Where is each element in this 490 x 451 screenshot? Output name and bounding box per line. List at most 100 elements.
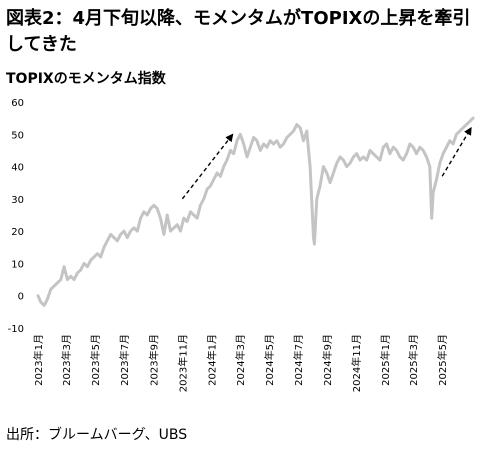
data-point [119,233,122,236]
data-point [289,133,292,136]
data-point [129,229,132,233]
data-point [312,236,315,239]
data-point [398,155,402,159]
data-point [149,207,152,210]
data-point [76,271,79,275]
data-point [36,294,40,297]
data-point [445,146,448,149]
data-point [342,158,345,162]
data-point [292,129,295,133]
data-point [199,204,202,207]
data-point [56,281,59,284]
data-point [62,265,66,268]
data-point [215,171,219,175]
data-point [169,229,172,233]
data-point [275,139,279,142]
data-point [152,204,156,207]
data-point [79,268,82,272]
data-point [388,152,392,155]
source-note: 出所：ブルームバーグ、UBS [6,427,188,443]
data-point [305,129,308,133]
data-point [249,146,252,149]
y-tick-label: 50 [11,130,24,141]
x-tick-label: 2023年9月 [147,334,160,386]
x-tick-label: 2023年5月 [89,334,102,386]
data-point [126,236,129,239]
data-point [96,252,99,255]
data-point [355,152,358,155]
data-point [146,213,149,217]
data-point [345,165,348,168]
data-point [102,246,106,249]
data-point [405,152,408,155]
data-point [265,146,269,149]
data-point [182,217,185,220]
x-tick-label: 2024年9月 [321,334,334,386]
data-point [282,142,285,146]
data-point [172,226,175,230]
y-tick-label: 60 [11,98,24,109]
y-tick-label: 0 [18,292,24,303]
data-point [252,136,255,139]
chart-subtitle: TOPIXのモメンタム指数 [6,71,166,87]
data-point [313,242,316,246]
data-point [318,184,322,188]
x-tick-label: 2024年1月 [205,334,218,386]
data-point [422,149,425,152]
data-point [166,213,169,217]
data-point [86,265,89,268]
data-point [425,155,428,159]
data-point [255,139,259,142]
data-point [195,217,199,220]
data-point [362,155,365,159]
data-point [461,126,465,129]
data-point [308,165,312,168]
data-point [302,139,305,142]
data-point [142,210,146,213]
data-point [299,126,302,129]
data-point [82,262,86,265]
data-point [408,142,412,146]
data-point [229,149,232,152]
data-point [269,139,272,142]
data-point [428,165,431,168]
data-point [219,175,222,178]
series-points [36,116,475,307]
data-point [441,152,445,155]
data-point [235,139,239,142]
data-point [132,226,136,230]
x-tick-label: 2025年3月 [407,334,420,386]
data-point [109,233,112,236]
data-point [192,213,195,217]
data-point [189,210,192,213]
data-point [99,255,102,259]
data-point [59,278,62,281]
data-point [378,158,382,162]
data-point [392,146,395,149]
data-point [136,229,139,233]
data-point [66,278,69,281]
trend-arrow [441,126,472,177]
data-point [332,171,335,175]
data-point [92,255,96,259]
x-tick-label: 2025年5月 [436,334,449,386]
data-point [412,146,415,149]
data-point [202,197,205,201]
data-point [209,184,212,188]
data-point [139,217,142,220]
data-point [156,207,159,210]
data-point [106,239,109,242]
data-point [279,146,282,149]
data-point [335,162,338,165]
data-point [89,259,92,262]
data-point [338,155,342,159]
data-point [438,162,441,165]
y-tick-label: -10 [8,324,24,335]
data-point [285,136,289,139]
data-point [245,155,249,159]
data-point [315,197,318,201]
x-tick-label: 2023年11月 [176,334,189,392]
data-point [325,171,328,175]
data-point [368,149,372,152]
data-point [295,123,298,126]
